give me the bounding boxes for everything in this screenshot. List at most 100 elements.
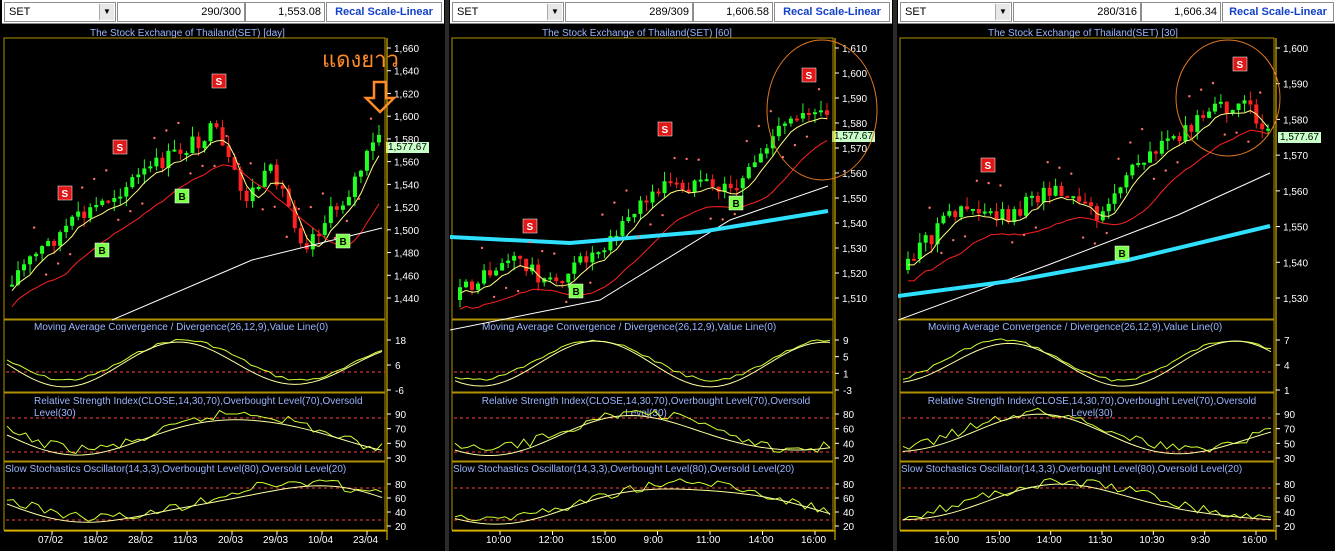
sar-dot bbox=[201, 164, 204, 168]
sar-dot bbox=[153, 136, 156, 140]
ma-slow-line bbox=[898, 172, 1271, 321]
rsi-axis-label: 50 bbox=[1284, 439, 1296, 450]
candle-body bbox=[923, 235, 928, 243]
candle-body bbox=[178, 149, 183, 154]
chart-panel-30min[interactable]: SET ▼ 280/316 1,606.34 Recal Scale-Linear… bbox=[898, 0, 1335, 551]
candle-body bbox=[172, 149, 177, 152]
sar-dot bbox=[345, 219, 349, 223]
candle-body bbox=[1059, 185, 1064, 196]
macd-signal-line bbox=[6, 341, 383, 388]
macd-title: Moving Average Convergence / Divergence(… bbox=[482, 322, 777, 333]
sar-dot bbox=[1176, 161, 1179, 164]
sar-dot bbox=[1058, 166, 1061, 169]
annotation-text: แดงยาว bbox=[322, 48, 399, 73]
candle-body bbox=[352, 176, 357, 197]
candle-body bbox=[1047, 187, 1052, 196]
buy-signal-marker bbox=[1114, 245, 1130, 261]
candle-body bbox=[590, 252, 595, 263]
panel-divider[interactable] bbox=[445, 0, 449, 551]
pane-border bbox=[451, 319, 834, 393]
pane-border bbox=[3, 37, 386, 320]
buy-signal-marker bbox=[174, 188, 190, 204]
rsi-line bbox=[902, 407, 1272, 453]
price-chart[interactable]: 1,600 1,590 1,580 1,570 1,560 1,550 1,540 1,530… bbox=[898, 0, 1335, 551]
candle-body bbox=[358, 170, 363, 177]
panel-divider[interactable] bbox=[893, 0, 897, 551]
candle-body bbox=[788, 118, 793, 124]
stochastic-axis-label: 80 bbox=[1284, 480, 1296, 491]
pane-border bbox=[3, 319, 386, 393]
symbol-select[interactable]: SET ▼ bbox=[4, 2, 116, 22]
sar-dot bbox=[273, 205, 276, 208]
date-axis-label: 10/04 bbox=[308, 535, 333, 546]
price-chart[interactable]: 1,660 1,640 1,620 1,600 1,580 1,560 1,540 1,520… bbox=[2, 0, 444, 551]
candle-body bbox=[1148, 151, 1153, 163]
sar-dot bbox=[733, 212, 736, 216]
price-axis-label: 1,540 bbox=[1283, 258, 1308, 269]
buy-signal-label: B bbox=[179, 192, 186, 203]
sell-signal-label: S bbox=[662, 125, 669, 136]
sar-dot bbox=[285, 235, 288, 239]
rsi-line bbox=[6, 409, 383, 455]
sar-dot bbox=[68, 252, 72, 256]
date-axis-label: 15:00 bbox=[591, 535, 616, 546]
chevron-down-icon[interactable]: ▼ bbox=[995, 4, 1010, 20]
candle-body bbox=[160, 157, 165, 169]
price-field: 1,553.08 bbox=[245, 2, 325, 22]
bar-count-field: 289/309 bbox=[565, 2, 693, 22]
sell-signal-marker bbox=[657, 121, 673, 137]
stochastic-signal-line bbox=[902, 483, 1272, 521]
candle-body bbox=[470, 281, 475, 290]
candle-body bbox=[988, 211, 993, 214]
candle-body bbox=[953, 211, 958, 218]
stochastic-axis-label: 60 bbox=[395, 494, 407, 505]
candle-body bbox=[800, 113, 805, 119]
pane-border bbox=[899, 37, 1275, 320]
buy-signal-label: B bbox=[1119, 249, 1126, 260]
price-axis-label: 1,540 bbox=[394, 180, 419, 191]
candle-body bbox=[106, 200, 111, 203]
candle-body bbox=[118, 196, 123, 199]
sell-signal-label: S bbox=[117, 143, 124, 154]
sell-signal-label: S bbox=[527, 222, 534, 233]
symbol-select[interactable]: SET ▼ bbox=[900, 2, 1012, 22]
candle-body bbox=[28, 256, 33, 265]
sar-dot bbox=[56, 262, 60, 265]
candle-body bbox=[1077, 196, 1082, 202]
stochastic-title: Slow Stochastics Oscillator(14,3,3),Over… bbox=[901, 464, 1243, 475]
candle-body bbox=[482, 270, 487, 284]
pane-border bbox=[451, 461, 834, 531]
rsi-axis-label: 20 bbox=[843, 454, 855, 465]
price-axis-label: 1,590 bbox=[1283, 80, 1308, 91]
ma-mid-line bbox=[459, 140, 828, 310]
recal-scale-button[interactable]: Recal Scale-Linear bbox=[774, 2, 890, 22]
chart-panel-60min[interactable]: SET ▼ 289/309 1,606.58 Recal Scale-Linear… bbox=[450, 0, 892, 551]
candle-body bbox=[22, 264, 27, 271]
candle-body bbox=[100, 200, 105, 205]
candle-body bbox=[959, 206, 964, 218]
candle-body bbox=[1189, 125, 1194, 132]
date-axis-label: 20/03 bbox=[218, 535, 243, 546]
price-chart[interactable]: 1,610 1,600 1,590 1,580 1,570 1,560 1,550 1,540… bbox=[450, 0, 892, 551]
candle-body bbox=[1159, 140, 1164, 154]
sar-dot bbox=[952, 238, 955, 242]
chart-panel-day[interactable]: SET ▼ 290/300 1,553.08 Recal Scale-Linear… bbox=[2, 0, 444, 551]
sell-signal-label: S bbox=[216, 77, 223, 88]
chevron-down-icon[interactable]: ▼ bbox=[547, 4, 562, 20]
rsi-axis-label: 90 bbox=[395, 410, 407, 421]
sar-dot bbox=[1081, 236, 1085, 239]
sar-dot bbox=[661, 213, 664, 217]
chevron-down-icon[interactable]: ▼ bbox=[99, 4, 114, 20]
candle-body bbox=[52, 241, 57, 246]
candle-body bbox=[911, 258, 916, 261]
rsi-signal-line bbox=[902, 413, 1272, 455]
ma-mid-line bbox=[907, 129, 1269, 282]
price-axis-label: 1,640 bbox=[394, 67, 419, 78]
sar-dot bbox=[369, 117, 373, 120]
candle-body bbox=[232, 157, 237, 170]
recal-scale-button[interactable]: Recal Scale-Linear bbox=[326, 2, 442, 22]
pane-border bbox=[3, 461, 386, 531]
candle-body bbox=[758, 153, 763, 163]
recal-scale-button[interactable]: Recal Scale-Linear bbox=[1222, 2, 1334, 22]
symbol-select[interactable]: SET ▼ bbox=[452, 2, 564, 22]
